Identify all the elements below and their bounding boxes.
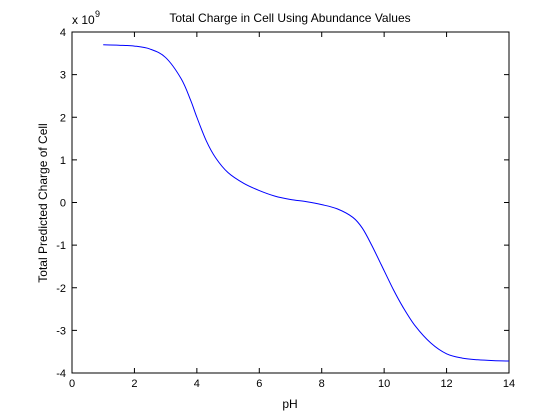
- plot-area: [71, 31, 510, 374]
- y-tick-label: 3: [60, 70, 66, 82]
- y-multiplier-base: x 10: [72, 13, 95, 27]
- y-tick-label: -3: [56, 325, 66, 337]
- y-tick-label: -2: [56, 283, 66, 295]
- y-axis-label: Total Predicted Charge of Cell: [36, 123, 50, 282]
- series-line: [103, 44, 510, 362]
- x-tick-label: 10: [378, 378, 390, 390]
- y-tick-label: -1: [56, 240, 66, 252]
- x-axis-label: pH: [282, 397, 297, 411]
- y-tick-label: 2: [60, 112, 66, 124]
- y-multiplier-exponent: 9: [95, 9, 100, 19]
- x-tick-label: 12: [440, 378, 452, 390]
- chart-title: Total Charge in Cell Using Abundance Val…: [169, 11, 410, 25]
- x-tick-label: 4: [194, 378, 200, 390]
- y-axis-ticks: -4 -3 -2 -1 0 1 2 3 4: [56, 27, 509, 380]
- y-tick-label: 0: [60, 198, 66, 210]
- y-axis-multiplier: x 10 9: [72, 9, 100, 27]
- x-tick-label: 14: [503, 378, 515, 390]
- y-tick-label: -4: [56, 368, 66, 380]
- y-tick-label: 4: [60, 27, 66, 39]
- x-tick-label: 0: [69, 378, 75, 390]
- x-tick-label: 6: [256, 378, 262, 390]
- x-axis-ticks: 0 2 4 6 8 10 12 14: [69, 32, 515, 390]
- x-tick-label: 8: [319, 378, 325, 390]
- y-tick-label: 1: [60, 155, 66, 167]
- x-tick-label: 2: [131, 378, 137, 390]
- series-layer: [103, 44, 510, 362]
